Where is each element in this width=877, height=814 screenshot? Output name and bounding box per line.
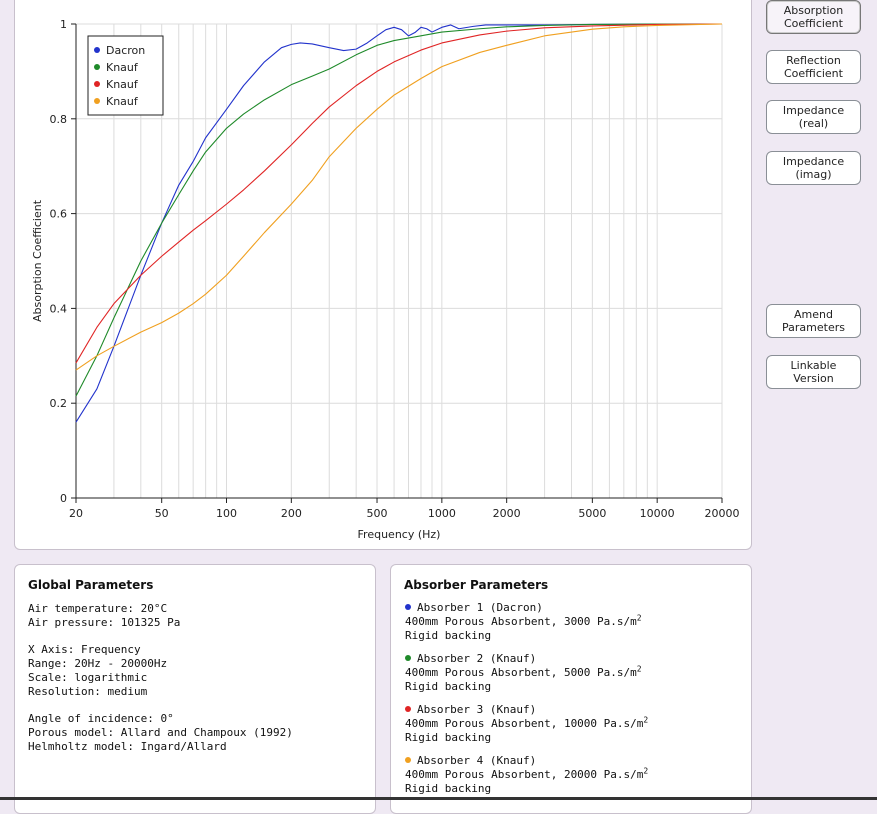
window-bottom-edge bbox=[0, 797, 877, 800]
legend-marker bbox=[94, 98, 100, 104]
legend-label: Knauf bbox=[106, 95, 139, 108]
absorption-coefficient-button[interactable]: Absorption Coefficient bbox=[766, 0, 861, 34]
absorber-name: Absorber 1 (Dacron) bbox=[417, 601, 543, 614]
series-line-knauf bbox=[75, 23, 723, 364]
y-axis-title: Absorption Coefficient bbox=[31, 199, 44, 322]
x-tick-label: 1000 bbox=[428, 507, 456, 520]
y-tick-label: 1 bbox=[60, 18, 67, 31]
series-color-dot bbox=[405, 757, 411, 763]
absorber-item: Absorber 3 (Knauf) 400mm Porous Absorben… bbox=[405, 703, 751, 745]
y-tick-label: 0 bbox=[60, 492, 67, 505]
absorber-backing: Rigid backing bbox=[405, 782, 492, 795]
legend-label: Dacron bbox=[106, 44, 145, 57]
series-color-dot bbox=[405, 706, 411, 712]
reflection-coefficient-button[interactable]: Reflection Coefficient bbox=[766, 50, 861, 84]
x-tick-label: 500 bbox=[367, 507, 388, 520]
resolution-setting: Resolution: medium bbox=[28, 685, 148, 698]
series-line-dacron bbox=[75, 23, 722, 423]
global-parameters-title: Global Parameters bbox=[28, 578, 154, 592]
global-parameters-list: Air temperature: 20°C Air pressure: 1013… bbox=[28, 602, 375, 754]
absorber-name: Absorber 3 (Knauf) bbox=[417, 703, 537, 716]
series-line-knauf bbox=[75, 23, 722, 397]
absorber-backing: Rigid backing bbox=[405, 629, 492, 642]
angle-of-incidence: Angle of incidence: 0° bbox=[28, 712, 174, 725]
chart-panel: 0 0.2 0.4 0.6 0.8 1 20 50 100 200 500 1000 2000 5000 1… bbox=[14, 0, 752, 550]
legend-label: Knauf bbox=[106, 61, 139, 74]
absorber-parameters-panel: Absorber Parameters Absorber 1 (Dacron) … bbox=[390, 564, 752, 814]
y-tick-label: 0.2 bbox=[50, 397, 68, 410]
air-temperature: Air temperature: 20°C bbox=[28, 602, 168, 615]
x-tick-label: 50 bbox=[155, 507, 169, 520]
unit-superscript: 2 bbox=[636, 664, 642, 674]
x-tick-label: 5000 bbox=[578, 507, 606, 520]
linkable-version-button[interactable]: Linkable Version bbox=[766, 355, 861, 389]
global-parameters-panel: Global Parameters Air temperature: 20°C … bbox=[14, 564, 376, 814]
absorber-name: Absorber 4 (Knauf) bbox=[417, 754, 537, 767]
x-tick-label: 10000 bbox=[640, 507, 675, 520]
absorber-description: 400mm Porous Absorbent, 3000 Pa.s/m bbox=[405, 615, 637, 628]
x-axis-setting: X Axis: Frequency bbox=[28, 643, 141, 656]
x-tick-label: 200 bbox=[281, 507, 302, 520]
series-line-knauf bbox=[75, 23, 723, 371]
absorber-description: 400mm Porous Absorbent, 20000 Pa.s/m bbox=[405, 768, 644, 781]
absorber-name: Absorber 2 (Knauf) bbox=[417, 652, 537, 665]
series-color-dot bbox=[405, 655, 411, 661]
unit-superscript: 2 bbox=[643, 715, 649, 725]
legend-marker bbox=[94, 64, 100, 70]
x-tick-label: 20 bbox=[69, 507, 83, 520]
impedance-imag-button[interactable]: Impedance (imag) bbox=[766, 151, 861, 185]
x-tick-label: 20000 bbox=[705, 507, 740, 520]
absorber-item: Absorber 4 (Knauf) 400mm Porous Absorben… bbox=[405, 754, 751, 796]
air-pressure: Air pressure: 101325 Pa bbox=[28, 616, 181, 629]
legend-label: Knauf bbox=[106, 78, 139, 91]
series-color-dot bbox=[405, 604, 411, 610]
range-setting: Range: 20Hz - 20000Hz bbox=[28, 657, 168, 670]
absorber-description: 400mm Porous Absorbent, 10000 Pa.s/m bbox=[405, 717, 644, 730]
absorber-item: Absorber 1 (Dacron) 400mm Porous Absorbe… bbox=[405, 601, 751, 643]
y-tick-label: 0.6 bbox=[50, 208, 68, 221]
y-tick-label: 0.8 bbox=[50, 113, 68, 126]
x-tick-label: 2000 bbox=[493, 507, 521, 520]
scale-setting: Scale: logarithmic bbox=[28, 671, 148, 684]
unit-superscript: 2 bbox=[636, 613, 642, 623]
x-tick-label: 100 bbox=[216, 507, 237, 520]
amend-parameters-button[interactable]: Amend Parameters bbox=[766, 304, 861, 338]
absorber-item: Absorber 2 (Knauf) 400mm Porous Absorben… bbox=[405, 652, 751, 694]
impedance-real-button[interactable]: Impedance (real) bbox=[766, 100, 861, 134]
legend-marker bbox=[94, 81, 100, 87]
unit-superscript: 2 bbox=[643, 766, 649, 776]
absorber-backing: Rigid backing bbox=[405, 731, 492, 744]
absorption-chart: 0 0.2 0.4 0.6 0.8 1 20 50 100 200 500 1000 2000 5000 1… bbox=[31, 18, 740, 541]
legend-marker bbox=[94, 47, 100, 53]
x-axis-title: Frequency (Hz) bbox=[358, 528, 441, 541]
y-tick-label: 0.4 bbox=[50, 302, 68, 315]
absorber-description: 400mm Porous Absorbent, 5000 Pa.s/m bbox=[405, 666, 637, 679]
porous-model: Porous model: Allard and Champoux (1992) bbox=[28, 726, 293, 739]
absorber-parameters-title: Absorber Parameters bbox=[404, 578, 549, 592]
helmholtz-model: Helmholtz model: Ingard/Allard bbox=[28, 740, 227, 753]
legend-box bbox=[87, 35, 164, 116]
absorber-backing: Rigid backing bbox=[405, 680, 492, 693]
